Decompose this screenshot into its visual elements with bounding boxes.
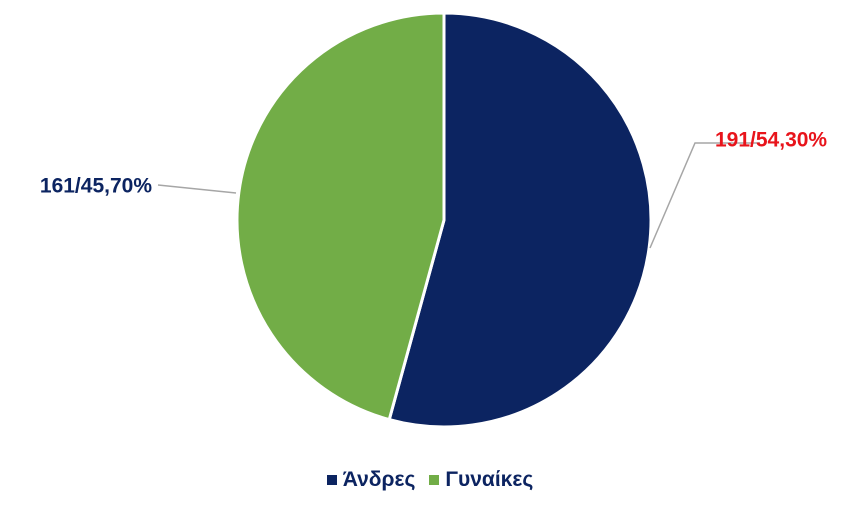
legend-swatch-women [429, 475, 440, 485]
pie-slice-men [387, 11, 653, 429]
leader-line-men [649, 142, 760, 249]
leader-line-women [157, 184, 237, 194]
data-labels: 191/54,30% 161/45,70% [40, 129, 828, 198]
pie-slice-women [235, 11, 446, 422]
legend: Άνδρες Γυναίκες [0, 468, 860, 492]
legend-label-men: Άνδρες [342, 468, 416, 491]
legend-swatch-men [326, 475, 337, 485]
pie-slices [235, 11, 653, 429]
data-label-men: 191/54,30% [715, 129, 827, 152]
legend-entry-women: Γυναίκες [429, 468, 533, 492]
legend-label-women: Γυναίκες [445, 468, 534, 491]
legend-entry-men: Άνδρες [326, 468, 416, 492]
leader-lines [157, 142, 760, 249]
data-label-women: 161/45,70% [40, 175, 152, 198]
